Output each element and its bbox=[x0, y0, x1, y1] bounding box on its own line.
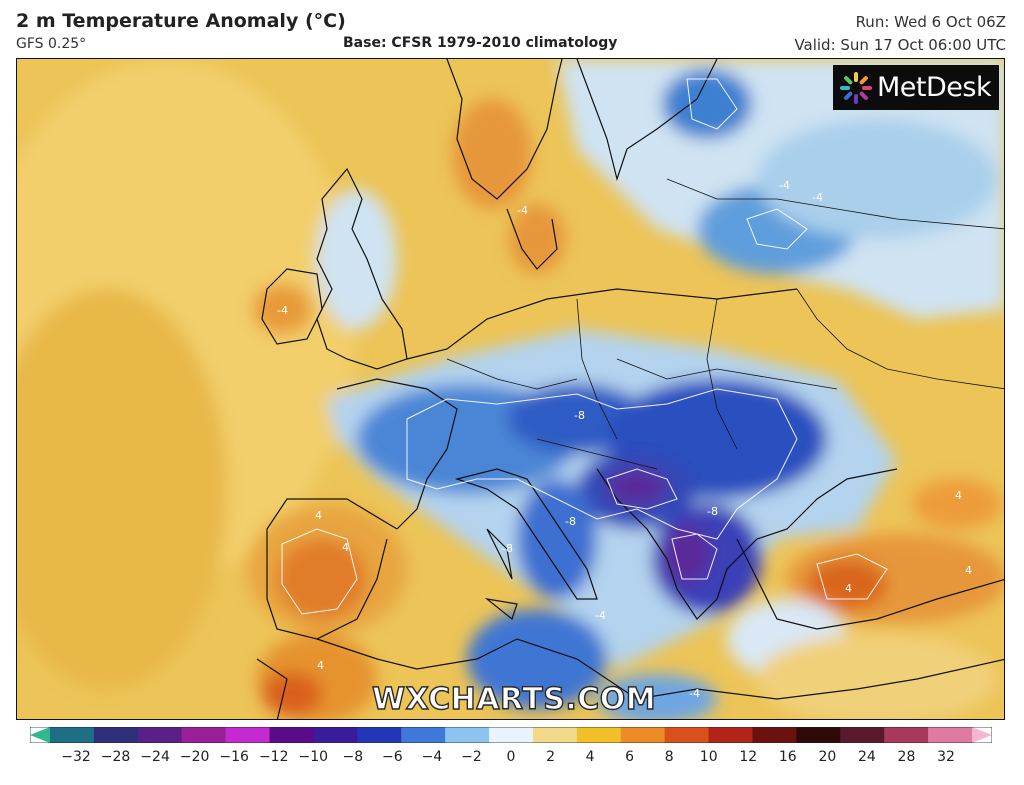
colorbar-segment bbox=[137, 727, 183, 743]
contour-label: -4 bbox=[277, 304, 288, 317]
colorbar-tick-label: 24 bbox=[857, 749, 876, 765]
contour-label: 4 bbox=[315, 509, 322, 522]
map-canvas: -4 -4 -4 -4 -8 -8 -8 -8 4 4 4 4 4 4 -4 -… bbox=[17, 59, 1004, 719]
contour-label: 4 bbox=[965, 564, 972, 577]
contour-label: -4 bbox=[517, 204, 528, 217]
colorbar bbox=[30, 727, 992, 743]
wxcharts-watermark: WXCHARTS.COM bbox=[371, 681, 657, 717]
colorbar-segment bbox=[93, 727, 139, 743]
colorbar-segment bbox=[752, 727, 797, 743]
colorbar-ticks: −32 −28 −24 −20 −16 −12 −10 −8 −6 −4 −2 0 2 4 6 8 10 12 16… bbox=[0, 745, 1024, 769]
colorbar-segment bbox=[181, 727, 227, 743]
colorbar-tick-label: 28 bbox=[897, 749, 916, 765]
colorbar-tick-label: 20 bbox=[818, 749, 837, 765]
colorbar-tick-label: −16 bbox=[219, 749, 249, 765]
colorbar-tick-label: −20 bbox=[179, 749, 210, 765]
coastlines-borders bbox=[256, 59, 1004, 719]
colorbar-tick-label: −24 bbox=[140, 749, 170, 765]
contour-label: 4 bbox=[342, 541, 349, 554]
colorbar-tick-label: −10 bbox=[298, 749, 329, 765]
colorbar-segment bbox=[620, 727, 666, 743]
contour-label: -8 bbox=[707, 505, 718, 518]
contour-label: -8 bbox=[574, 409, 585, 422]
valid-time-label: Valid: Sun 17 Oct 06:00 UTC bbox=[794, 36, 1006, 54]
colorbar-tick-label: 12 bbox=[739, 749, 758, 765]
colorbar-tick-label: 4 bbox=[585, 749, 595, 765]
colorbar-tick-label: 32 bbox=[937, 749, 955, 765]
colorbar-tick-label: −8 bbox=[342, 749, 364, 765]
colorbar-tick-label: 0 bbox=[506, 749, 516, 765]
colorbar-tick-label: 2 bbox=[546, 749, 555, 765]
contour-label: -8 bbox=[502, 542, 513, 555]
colorbar-tick-label: −32 bbox=[61, 749, 91, 765]
contour-labels: -4 -4 -4 -4 -8 -8 -8 -8 4 4 4 4 4 4 -4 -… bbox=[277, 179, 972, 700]
country-borders bbox=[446, 178, 1004, 470]
colorbar-segment bbox=[884, 727, 929, 743]
contour-label: 4 bbox=[955, 489, 962, 502]
colorbar-min-arrow bbox=[30, 727, 50, 743]
colorbar-segment bbox=[269, 727, 314, 743]
colorbar-segment bbox=[664, 727, 710, 743]
contour-label: -4 bbox=[779, 179, 790, 192]
colorbar-segment bbox=[50, 727, 95, 743]
colorbar-tick-label: 8 bbox=[664, 749, 674, 765]
colorbar-tick-label: −6 bbox=[382, 749, 403, 765]
contour-label: -4 bbox=[812, 191, 823, 204]
metdesk-logo-text: MetDesk bbox=[877, 72, 992, 103]
climatology-base-label: Base: CFSR 1979-2010 climatology bbox=[343, 35, 618, 51]
contour-label: 4 bbox=[317, 659, 324, 672]
colorbar-segment bbox=[313, 727, 358, 743]
contour-label: -8 bbox=[565, 515, 576, 528]
metdesk-logo: MetDesk bbox=[833, 65, 999, 110]
metdesk-logo-icon bbox=[840, 71, 872, 104]
colorbar-segment bbox=[796, 727, 841, 743]
colorbar-segment bbox=[928, 727, 973, 743]
colorbar-tick-label: 16 bbox=[778, 749, 797, 765]
colorbar-segment bbox=[708, 727, 753, 743]
anomaly-contours bbox=[281, 78, 888, 615]
colorbar-segment bbox=[576, 727, 622, 743]
colorbar-tick-label: 10 bbox=[699, 749, 718, 765]
contour-label: 4 bbox=[845, 582, 852, 595]
colorbar-segment bbox=[357, 727, 402, 743]
colorbar-tick-label: −28 bbox=[100, 749, 131, 765]
model-label: GFS 0.25° bbox=[16, 36, 87, 52]
run-time-label: Run: Wed 6 Oct 06Z bbox=[855, 13, 1006, 31]
colorbar-tick-label: −2 bbox=[461, 749, 482, 765]
contour-label: -4 bbox=[595, 609, 606, 622]
colorbar-segment bbox=[445, 727, 490, 743]
colorbar-max-arrow bbox=[972, 727, 992, 743]
colorbar-tick-label: −4 bbox=[421, 749, 443, 765]
colorbar-segment bbox=[225, 727, 271, 743]
temperature-anomaly-map: -4 -4 -4 -4 -8 -8 -8 -8 4 4 4 4 4 4 -4 -… bbox=[16, 58, 1005, 720]
colorbar-tick-label: 6 bbox=[625, 749, 635, 765]
colorbar-segment bbox=[532, 727, 578, 743]
colorbar-tick-label: −12 bbox=[258, 749, 289, 765]
colorbar-segment bbox=[840, 727, 885, 743]
anomaly-fields bbox=[17, 59, 1004, 719]
colorbar-segment bbox=[401, 727, 446, 743]
colorbar-segment bbox=[489, 727, 534, 743]
map-title: 2 m Temperature Anomaly (°C) bbox=[16, 10, 346, 32]
contour-label: -4 bbox=[689, 687, 700, 700]
